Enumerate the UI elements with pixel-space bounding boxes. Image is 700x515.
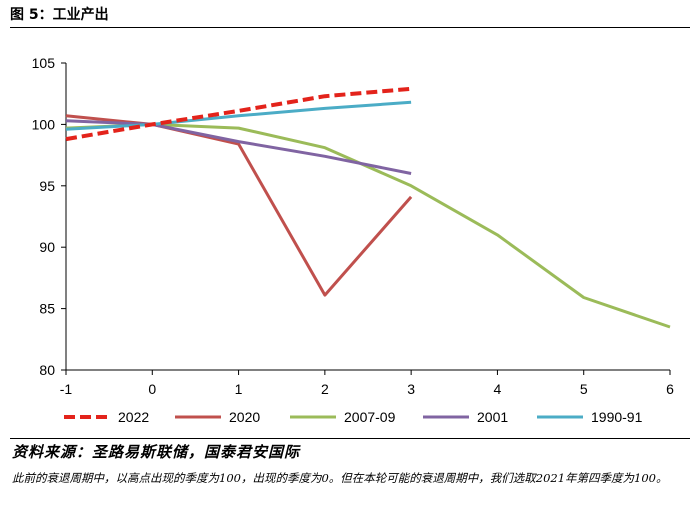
x-tick-label: 4	[494, 381, 502, 397]
legend-label: 2001	[477, 409, 508, 425]
legend-label: 1990-91	[591, 409, 643, 425]
legend-label: 2020	[229, 409, 260, 425]
bottom-divider	[10, 438, 690, 439]
series-line-2007-09	[65, 122, 671, 329]
legend-label: 2022	[118, 409, 149, 425]
y-tick-label: 105	[32, 55, 56, 71]
series-line-1990-91	[65, 100, 412, 131]
y-tick-label: 90	[39, 239, 55, 255]
figure-title: 图 5：工业产出	[10, 7, 109, 23]
x-tick-label: 2	[321, 381, 329, 397]
footnote-text: 此前的衰退周期中，以高点出现的季度为100，出现的季度为0。但在本轮可能的衰退周…	[12, 471, 668, 485]
y-tick-label: 95	[39, 178, 55, 194]
series-layer	[65, 86, 671, 329]
series-line-2020	[65, 114, 413, 297]
x-tick-label: 5	[580, 381, 588, 397]
x-tick-label: 1	[235, 381, 243, 397]
chart-axes: 80 85 90 95 100 105 -1 0 1 2 3 4 5 6	[32, 55, 674, 397]
x-tick-label: 6	[666, 381, 674, 397]
y-tick-label: 100	[32, 116, 56, 132]
top-divider	[10, 27, 690, 28]
y-tick-label: 85	[39, 301, 55, 317]
x-tick-label: 3	[407, 381, 415, 397]
legend-label: 2007-09	[344, 409, 396, 425]
chart-legend: 2022 2020 2007-09 2001 1990-91	[64, 409, 643, 425]
source-text: 资料来源：圣路易斯联储，国泰君安国际	[12, 443, 301, 461]
x-tick-label: 0	[148, 381, 156, 397]
x-tick-label: -1	[60, 381, 73, 397]
series-line-2022	[65, 86, 412, 142]
y-tick-label: 80	[39, 362, 55, 378]
series-line-2001	[65, 119, 412, 175]
